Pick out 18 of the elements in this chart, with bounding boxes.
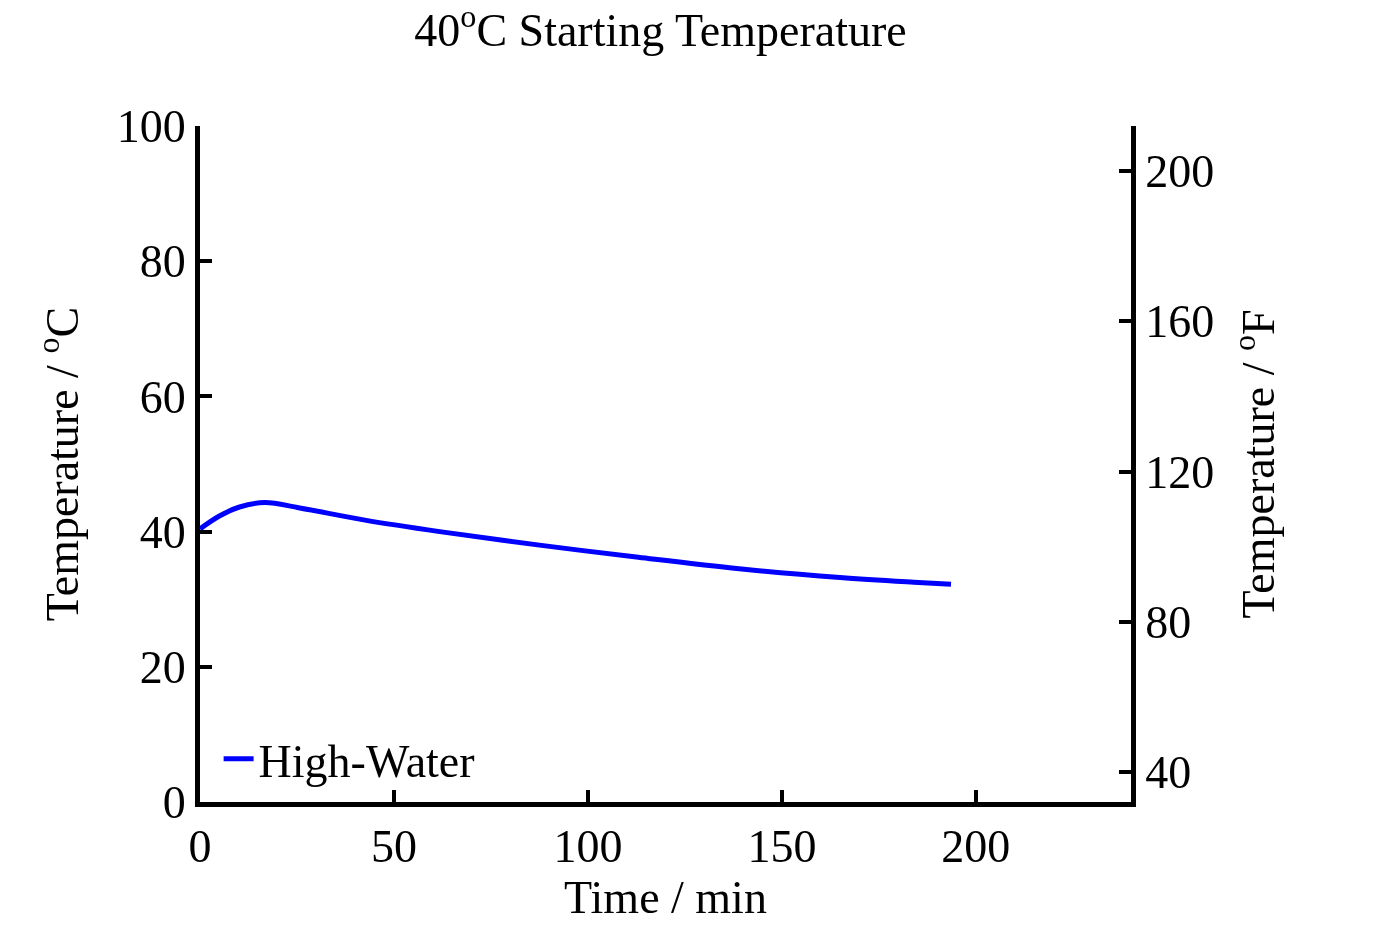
y-tick-label: 100 <box>116 101 186 153</box>
x-tick-label: 100 <box>553 821 623 873</box>
x-axis-title: Time / min <box>564 872 767 924</box>
y2-tick-label: 200 <box>1145 146 1215 198</box>
y-tick-label: 40 <box>139 506 186 558</box>
x-tick-label: 200 <box>941 821 1011 873</box>
y2-tick-label: 80 <box>1145 596 1192 648</box>
y-tick-label: 0 <box>162 777 186 829</box>
chart-title: 40$^{o}$C Starting Temperature <box>414 0 907 57</box>
y2-tick-label: 120 <box>1145 446 1215 498</box>
y-tick-label: 80 <box>139 236 186 288</box>
y-tick-label: 60 <box>139 371 186 423</box>
y2-tick-label: 160 <box>1145 296 1215 348</box>
x-tick-label: 150 <box>747 821 817 873</box>
legend-label: High-Water <box>258 735 475 787</box>
x-tick-label: 50 <box>370 821 417 873</box>
y2-tick-label: 40 <box>1145 747 1192 799</box>
y-tick-label: 20 <box>139 641 186 693</box>
